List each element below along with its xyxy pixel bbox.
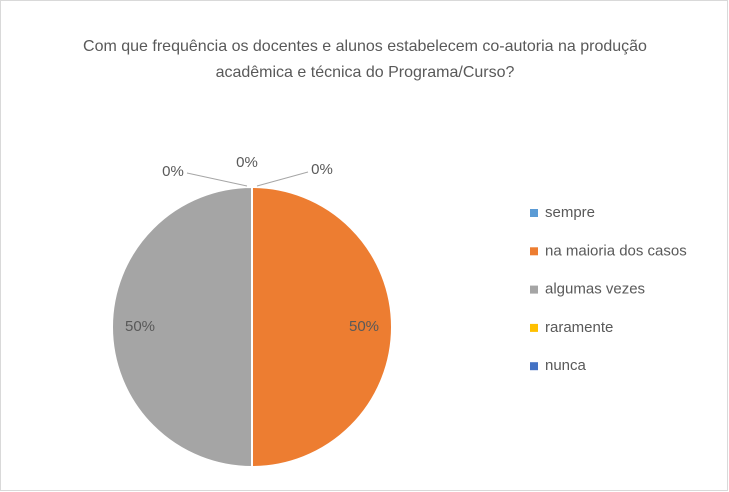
legend-swatch <box>530 362 538 371</box>
chart-title: Com que frequência os docentes e alunos … <box>83 38 647 81</box>
data-label: 0% <box>236 154 258 171</box>
pie-slice <box>251 185 393 469</box>
legend-label: na maioria dos casos <box>545 242 687 259</box>
data-label: 0% <box>311 161 333 178</box>
pie-slice <box>111 185 253 469</box>
data-label: 50% <box>349 318 379 335</box>
data-label: 50% <box>125 318 155 335</box>
leader-line <box>256 171 309 187</box>
legend-label: sempre <box>545 204 595 221</box>
legend-label: raramente <box>545 319 613 336</box>
legend-swatch <box>530 285 538 294</box>
data-label: 0% <box>162 163 184 180</box>
leader-line <box>186 172 248 187</box>
legend-swatch <box>530 247 538 256</box>
legend-swatch <box>530 323 538 332</box>
legend-label: nunca <box>545 357 587 374</box>
legend-label: algumas vezes <box>545 281 645 298</box>
legend-swatch <box>530 209 538 217</box>
